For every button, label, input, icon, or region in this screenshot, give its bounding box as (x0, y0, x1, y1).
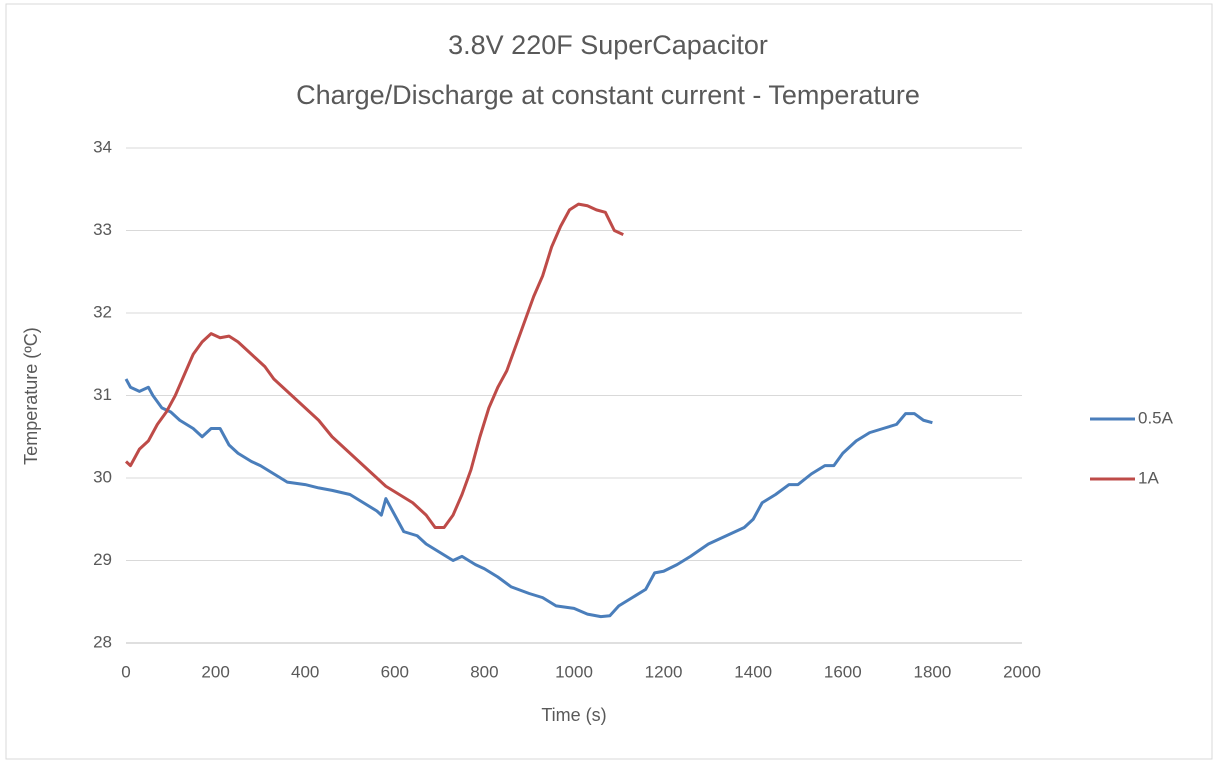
chart-border (5, 3, 1213, 760)
line-series (124, 378, 933, 619)
x-tick-label: 0 (121, 662, 130, 681)
line-series (124, 202, 624, 529)
y-axis-title: Temperature (ºC) (21, 327, 41, 465)
x-tick-label: 800 (470, 662, 498, 681)
y-tick-label: 33 (93, 220, 112, 239)
y-tick-label: 28 (93, 632, 112, 651)
x-tick-label: 600 (381, 662, 409, 681)
y-tick-label: 29 (93, 550, 112, 569)
x-tick-label: 2000 (1003, 662, 1041, 681)
chart-title: 3.8V 220F SuperCapacitor (448, 30, 768, 60)
x-tick-label: 1600 (824, 662, 862, 681)
x-tick-label: 1800 (913, 662, 951, 681)
x-tick-label: 1000 (555, 662, 593, 681)
x-tick-label: 200 (201, 662, 229, 681)
legend-label: 0.5A (1138, 408, 1174, 427)
y-tick-label: 32 (93, 302, 112, 321)
x-tick-label: 1400 (734, 662, 772, 681)
y-tick-label: 30 (93, 467, 112, 486)
chart-subtitle: Charge/Discharge at constant current - T… (296, 80, 920, 110)
x-tick-label: 400 (291, 662, 319, 681)
legend-label: 1A (1138, 468, 1159, 487)
y-tick-label: 34 (93, 137, 112, 156)
y-tick-label: 31 (93, 385, 112, 404)
x-axis-title: Time (s) (541, 705, 606, 725)
x-tick-label: 1200 (645, 662, 683, 681)
